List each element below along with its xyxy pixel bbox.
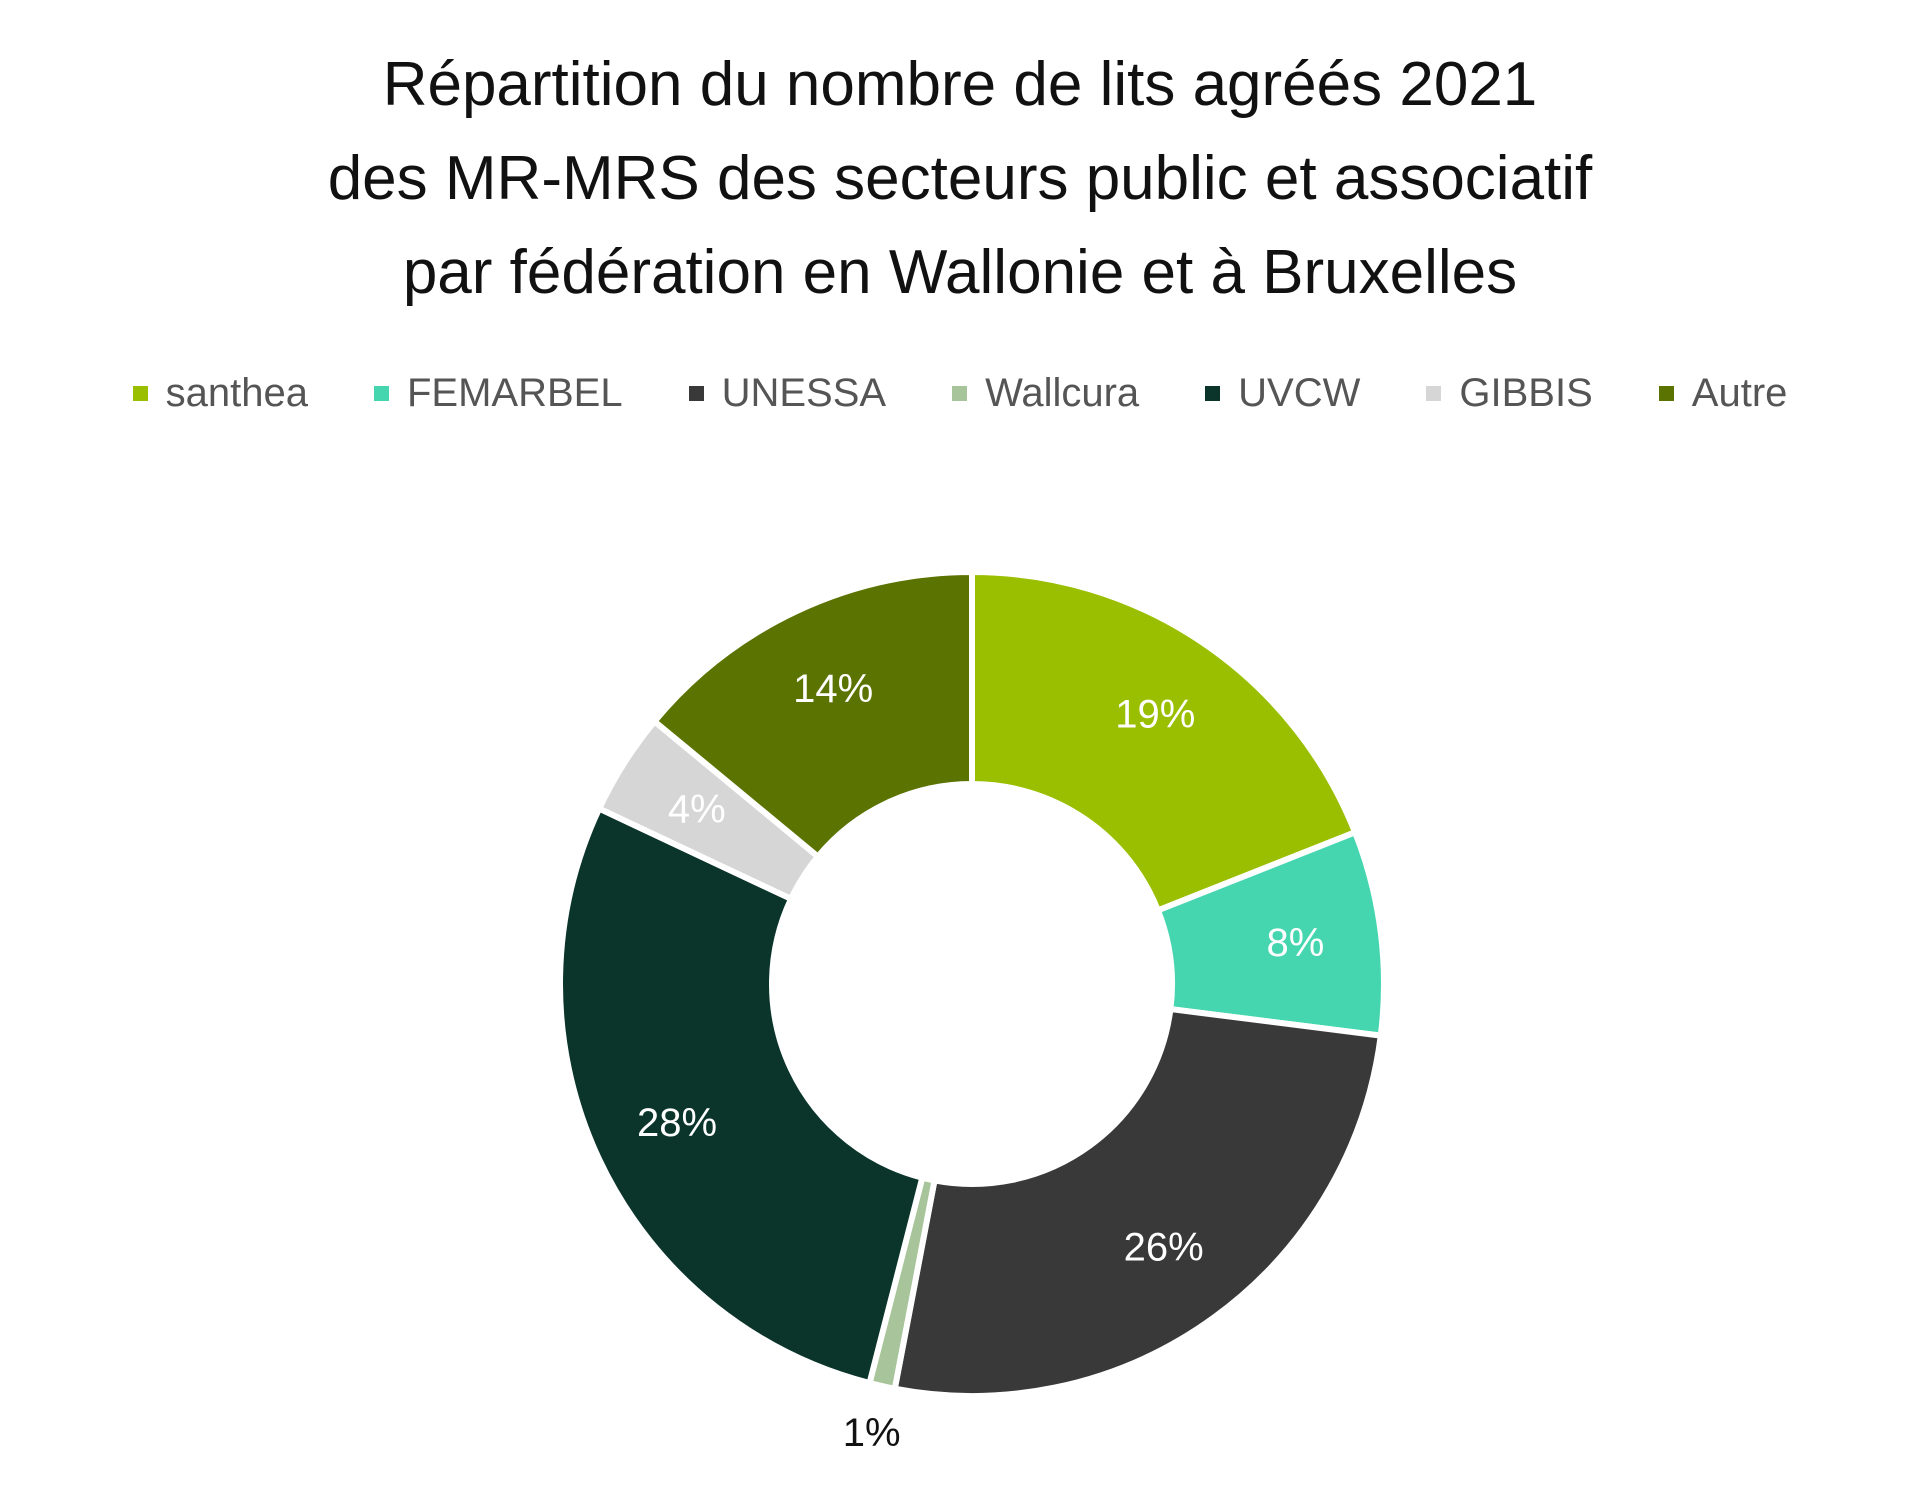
data-label-autre: 14% xyxy=(793,667,873,711)
chart-title-line-1: Répartition du nombre de lits agréés 202… xyxy=(382,50,1538,119)
donut-slice-unessa xyxy=(891,1006,1384,1399)
legend-item: Autre xyxy=(1658,365,1788,421)
legend-swatch xyxy=(1658,385,1674,401)
legend-label: Autre xyxy=(1691,371,1788,415)
data-label-femarbel: 8% xyxy=(1267,921,1325,965)
data-label-unessa: 26% xyxy=(1124,1226,1204,1270)
legend-swatch xyxy=(1205,385,1221,401)
chart-legend: santhea FEMARBEL UNESSA Wallcura UVCW GIBBIS A… xyxy=(0,365,1920,421)
data-label-uvcw: 28% xyxy=(637,1101,717,1145)
legend-swatch xyxy=(132,385,148,401)
legend-item: UVCW xyxy=(1205,365,1360,421)
legend-label: FEMARBEL xyxy=(406,371,623,415)
chart-title-line-3: par fédération en Wallonie et à Bruxelle… xyxy=(402,238,1518,307)
chart-title-line-2: des MR-MRS des secteurs public et associ… xyxy=(327,144,1593,213)
legend-label: UNESSA xyxy=(721,371,887,415)
legend-swatch xyxy=(952,385,968,401)
legend-item: Wallcura xyxy=(952,365,1139,421)
donut-slice-autre xyxy=(651,569,975,860)
data-label-wallcura: 1% xyxy=(843,1411,901,1455)
legend-label: GIBBIS xyxy=(1459,371,1593,415)
legend-swatch xyxy=(1426,385,1442,401)
legend-label: UVCW xyxy=(1238,371,1361,415)
donut-slice-santhea xyxy=(969,569,1359,914)
legend-item: santhea xyxy=(132,365,308,421)
legend-label: Wallcura xyxy=(985,371,1140,415)
chart-title: Répartition du nombre de lits agréés 202… xyxy=(0,38,1920,320)
legend-swatch xyxy=(688,385,704,401)
data-label-santhea: 19% xyxy=(1115,692,1195,736)
donut-slice-uvcw xyxy=(557,805,926,1387)
legend-item: UNESSA xyxy=(688,365,887,421)
data-label-gibbis: 4% xyxy=(668,787,726,831)
legend-label: santhea xyxy=(165,371,308,415)
legend-swatch xyxy=(373,385,389,401)
legend-item: FEMARBEL xyxy=(373,365,623,421)
legend-item: GIBBIS xyxy=(1426,365,1593,421)
